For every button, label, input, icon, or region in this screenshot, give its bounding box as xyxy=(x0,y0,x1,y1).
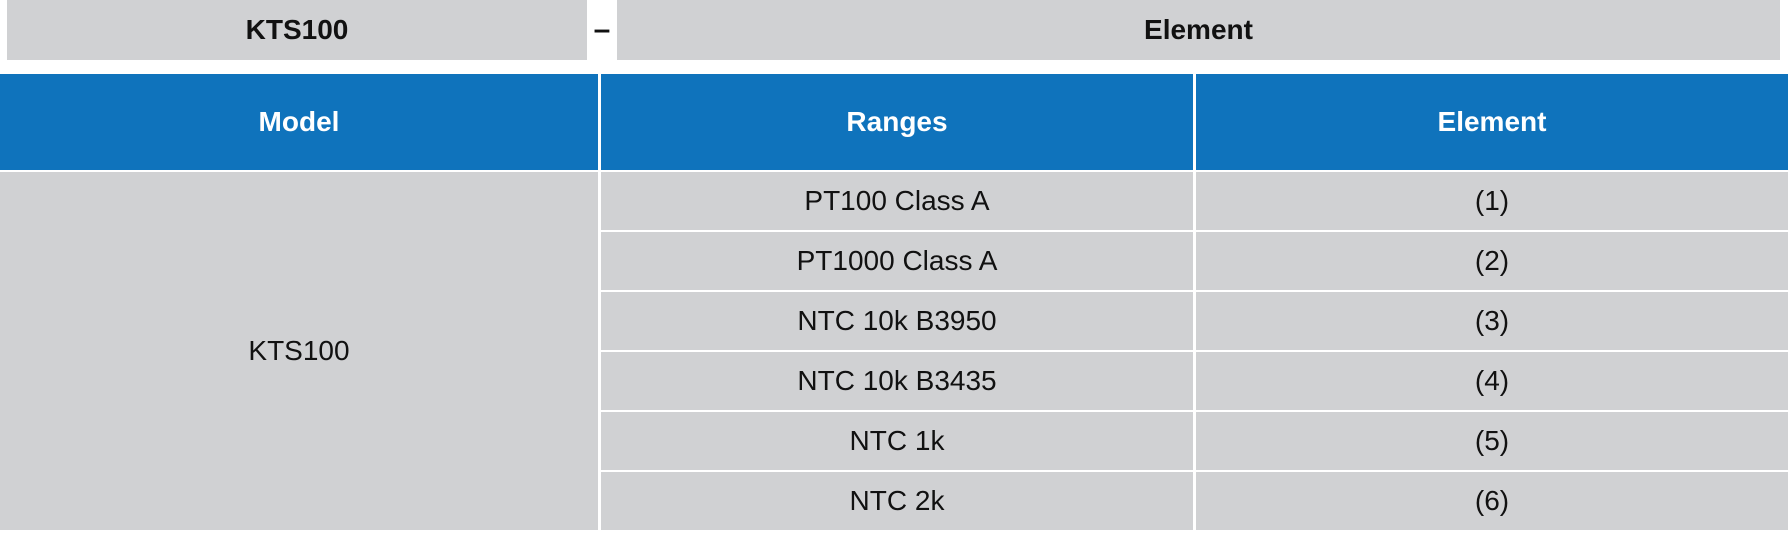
element-cell: (2) xyxy=(1196,232,1788,290)
range-cell: NTC 10k B3435 xyxy=(601,352,1193,410)
element-table: Model Ranges Element KTS100 PT100 Class … xyxy=(0,72,1789,532)
range-cell: PT1000 Class A xyxy=(601,232,1193,290)
table-header-row: Model Ranges Element xyxy=(0,74,1788,170)
element-table-container: Model Ranges Element KTS100 PT100 Class … xyxy=(0,72,1789,543)
element-cell: (5) xyxy=(1196,412,1788,470)
table-row: NTC 1k (5) xyxy=(0,412,1788,470)
order-code-element: Element xyxy=(617,0,1780,60)
range-cell: NTC 2k xyxy=(601,472,1193,530)
range-cell: PT100 Class A xyxy=(601,172,1193,230)
order-code-model: KTS100 xyxy=(7,0,587,60)
header-ranges: Ranges xyxy=(601,74,1193,170)
order-code-separator: – xyxy=(593,13,611,46)
header-model: Model xyxy=(0,74,598,170)
element-cell: (3) xyxy=(1196,292,1788,350)
model-cell: KTS100 xyxy=(0,172,598,530)
table-row: NTC 10k B3950 (3) xyxy=(0,292,1788,350)
header-element: Element xyxy=(1196,74,1788,170)
element-cell: (1) xyxy=(1196,172,1788,230)
table-row: NTC 2k (6) xyxy=(0,472,1788,530)
element-cell: (6) xyxy=(1196,472,1788,530)
table-row: PT1000 Class A (2) xyxy=(0,232,1788,290)
element-cell: (4) xyxy=(1196,352,1788,410)
table-row: NTC 10k B3435 (4) xyxy=(0,352,1788,410)
table-row: KTS100 PT100 Class A (1) xyxy=(0,172,1788,530)
range-cell: NTC 1k xyxy=(601,412,1193,470)
range-cell: NTC 10k B3950 xyxy=(601,292,1193,350)
